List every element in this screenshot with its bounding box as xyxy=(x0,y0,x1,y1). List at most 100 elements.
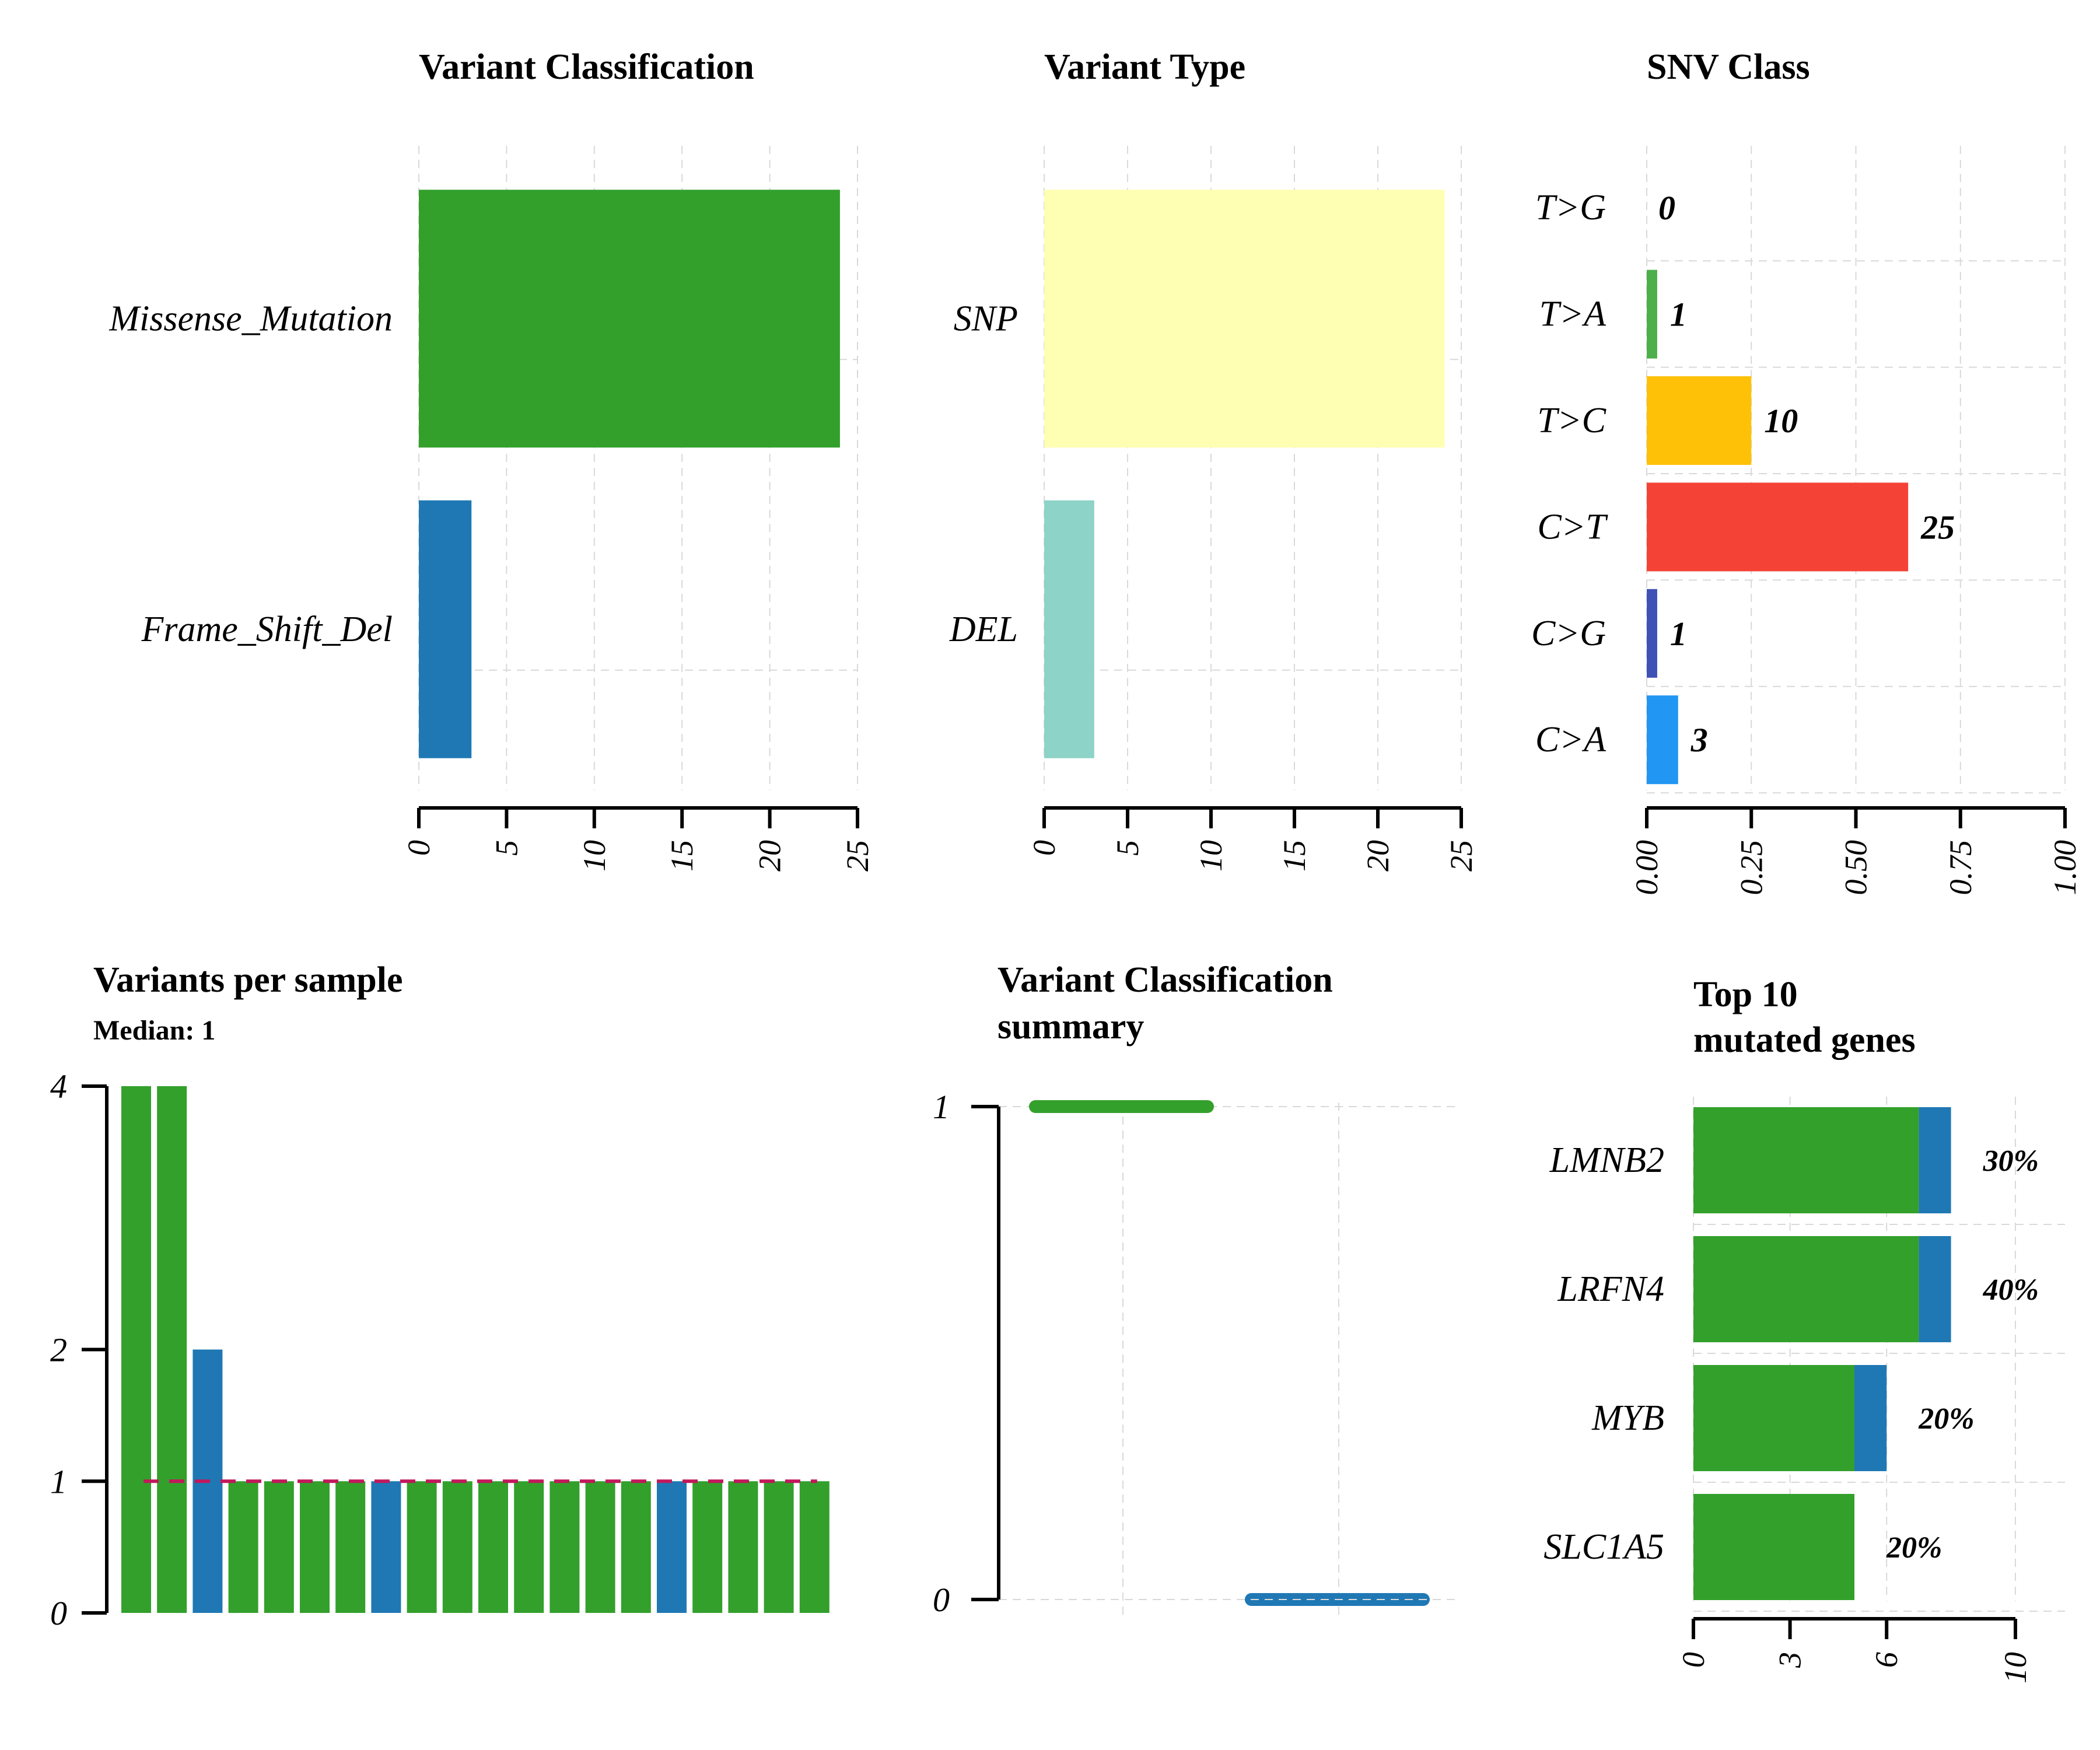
x-tick-label: 0.00 xyxy=(1629,840,1664,895)
data-label: 40% xyxy=(1983,1273,2039,1307)
bar xyxy=(1647,270,1657,359)
bar xyxy=(728,1481,758,1613)
data-label: 20% xyxy=(1918,1402,1974,1436)
chart-variant_type: Variant Type SNP DEL 0 5 10 15 20 25 xyxy=(949,47,1479,872)
chart-title: Variant Type xyxy=(1044,47,1245,87)
bar xyxy=(1044,190,1445,448)
bar xyxy=(1044,500,1094,758)
bar xyxy=(1647,482,1909,572)
y-tick-label: 1 xyxy=(933,1088,950,1126)
x-tick-label: 5 xyxy=(1110,840,1145,856)
data-label: 3 xyxy=(1690,721,1708,759)
x-tick-label: 1.00 xyxy=(2048,840,2082,895)
category-label: SNP xyxy=(954,299,1018,338)
bar xyxy=(550,1481,580,1613)
data-label: 25 xyxy=(1920,508,1955,546)
chart-title: SNV Class xyxy=(1647,47,1810,87)
chart-top_mutated_genes: Top 10 mutated genes LMNB2 30% LRFN4 40% MYB 20… xyxy=(1544,975,2065,1684)
x-tick-label: 10 xyxy=(577,840,612,872)
x-tick-label: 0 xyxy=(401,840,436,856)
data-label: 10 xyxy=(1764,402,1798,440)
x-tick-label: 0.75 xyxy=(1943,840,1978,895)
bar xyxy=(764,1481,794,1613)
x-tick-label: 6 xyxy=(1869,1652,1904,1668)
bar xyxy=(1854,1365,1887,1471)
category-label: DEL xyxy=(949,610,1018,649)
bar xyxy=(157,1086,187,1613)
bar xyxy=(1647,589,1657,678)
y-tick-label: 1 xyxy=(50,1462,67,1500)
chart-title: Variant Classification xyxy=(419,47,754,87)
category-label: C>A xyxy=(1535,720,1606,760)
bar xyxy=(228,1481,258,1613)
bar xyxy=(419,190,840,448)
chart-title-line: mutated genes xyxy=(1693,1020,1916,1060)
x-tick-label: 3 xyxy=(1773,1652,1808,1668)
bar xyxy=(1693,1236,1919,1342)
data-label: 20% xyxy=(1886,1531,1942,1564)
bar xyxy=(371,1481,401,1613)
bar xyxy=(1693,1494,1854,1600)
bar xyxy=(1647,376,1752,465)
data-label: 30% xyxy=(1983,1144,2039,1178)
category-label: C>G xyxy=(1531,614,1606,653)
y-tick-label: 0 xyxy=(933,1581,950,1619)
y-tick-label: 2 xyxy=(50,1331,67,1369)
category-label: T>A xyxy=(1539,295,1606,334)
x-tick-label: 25 xyxy=(1444,840,1479,872)
chart-subtitle: Median: 1 xyxy=(93,1015,215,1046)
chart-variant_classification: Variant Classification Missense_Mutation F… xyxy=(108,47,875,872)
x-tick-label: 10 xyxy=(1194,840,1228,872)
chart-variant_classification_summary: Variant Classification summary 0 1 xyxy=(933,960,1455,1619)
chart-title: Variants per sample xyxy=(93,960,402,1000)
category-label: C>T xyxy=(1537,507,1608,547)
bar xyxy=(1693,1365,1854,1471)
bar xyxy=(621,1481,651,1613)
x-tick-label: 10 xyxy=(1998,1652,2033,1684)
category-label: Missense_Mutation xyxy=(108,299,393,338)
category-label: T>C xyxy=(1537,401,1606,440)
chart-title-line: Variant Classification xyxy=(998,960,1333,1000)
category-label: T>G xyxy=(1535,188,1606,228)
x-tick-label: 20 xyxy=(752,840,788,872)
x-tick-label: 0.25 xyxy=(1734,840,1769,895)
category-label: Frame_Shift_Del xyxy=(141,610,393,649)
bar xyxy=(514,1481,544,1613)
chart-title-line: Top 10 xyxy=(1693,975,1798,1014)
bar xyxy=(121,1086,151,1613)
data-label: 1 xyxy=(1670,615,1687,653)
x-tick-label: 15 xyxy=(664,840,699,872)
bar xyxy=(300,1481,330,1613)
data-label: 1 xyxy=(1670,296,1687,334)
category-label: SLC1A5 xyxy=(1544,1527,1664,1567)
bar xyxy=(1919,1236,1951,1342)
data-label: 0 xyxy=(1658,189,1675,227)
chart-title-line: summary xyxy=(998,1007,1144,1046)
x-tick-label: 5 xyxy=(489,840,524,856)
bar xyxy=(264,1481,294,1613)
x-tick-label: 0.50 xyxy=(1839,840,1874,895)
bar xyxy=(657,1481,687,1613)
x-tick-label: 0 xyxy=(1676,1652,1711,1668)
category-label: MYB xyxy=(1591,1398,1664,1438)
bar xyxy=(692,1481,723,1613)
y-tick-label: 0 xyxy=(50,1594,67,1632)
bar xyxy=(1647,695,1678,785)
bar xyxy=(585,1481,615,1613)
x-tick-label: 20 xyxy=(1360,840,1395,872)
bar xyxy=(335,1481,366,1613)
bar xyxy=(478,1481,508,1613)
bar xyxy=(1693,1107,1919,1213)
bar xyxy=(1919,1107,1951,1213)
chart-snv_class: SNV Class T>G 0 T>A 1 T>C 10 C>T 25 C>G 1 C>A 3 0.00 0… xyxy=(1531,47,2082,895)
category-label: LRFN4 xyxy=(1557,1269,1664,1309)
category-label: LMNB2 xyxy=(1549,1140,1664,1180)
bar xyxy=(442,1481,473,1613)
x-tick-label: 15 xyxy=(1277,840,1312,872)
y-tick-label: 4 xyxy=(50,1068,67,1105)
bar xyxy=(799,1481,830,1613)
chart-variants_per_sample: Variants per sample Median: 1 0 1 2 4 xyxy=(50,960,830,1632)
x-tick-label: 25 xyxy=(840,840,875,872)
x-tick-label: 0 xyxy=(1027,840,1062,856)
